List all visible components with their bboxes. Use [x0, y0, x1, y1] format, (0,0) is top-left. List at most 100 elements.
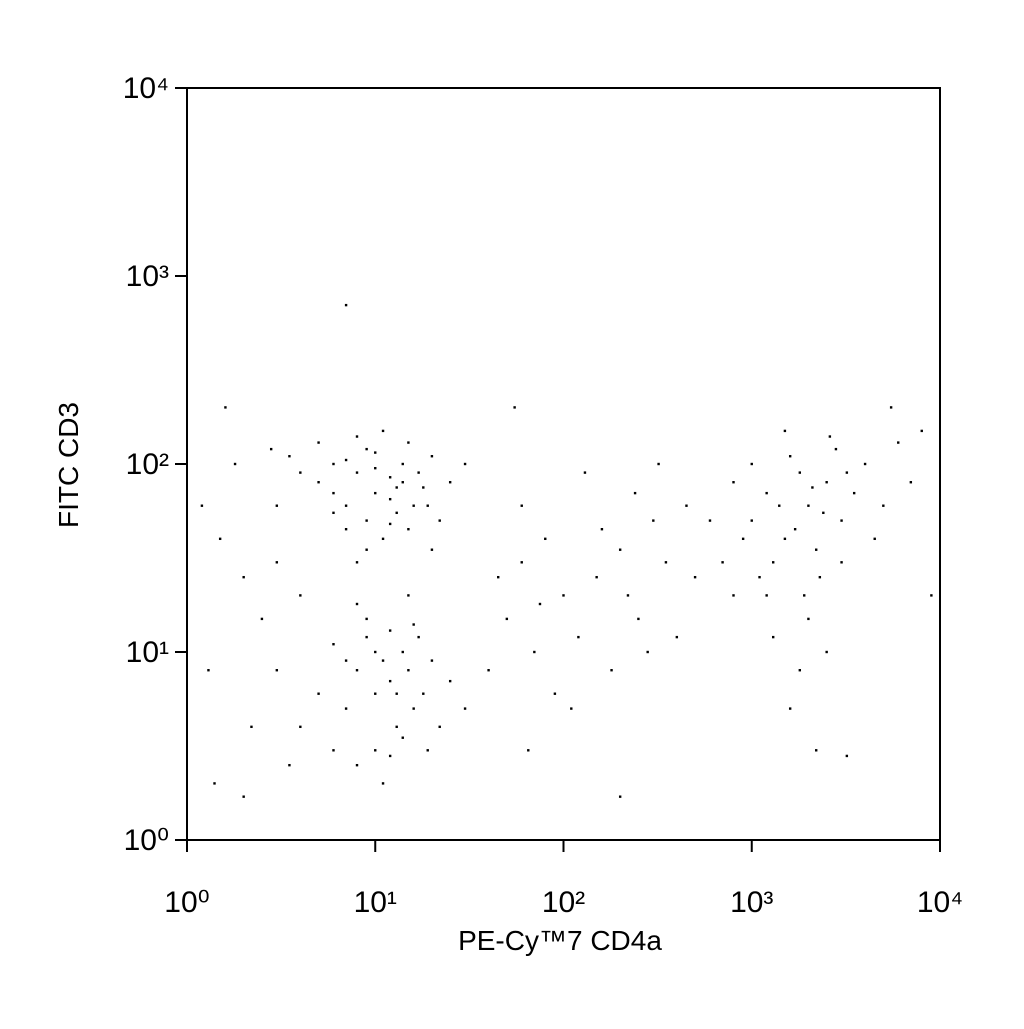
event-dot [344, 659, 348, 662]
event-dot [840, 519, 843, 522]
event-dot [426, 749, 429, 752]
event-dot [708, 519, 712, 522]
event-dot [583, 471, 587, 474]
event-dot [374, 692, 377, 695]
event-dot [618, 795, 622, 798]
event-dot [818, 575, 822, 579]
event-dot [355, 471, 359, 474]
event-dot [863, 462, 867, 466]
event-dot [803, 594, 806, 597]
event-dot [793, 527, 797, 531]
event-dot [771, 635, 775, 639]
event-dot [317, 481, 320, 484]
event-dot [834, 447, 838, 451]
event-dot [374, 749, 377, 752]
event-dot [652, 519, 655, 522]
event-dot [930, 594, 933, 597]
y-tick-label: 10¹ [126, 636, 169, 669]
y-axis-label: FITC CD3 [53, 402, 84, 528]
event-dot [538, 602, 542, 606]
event-dot [811, 486, 814, 489]
event-dot [570, 707, 573, 710]
event-dot [260, 617, 264, 621]
event-dot [544, 537, 547, 541]
event-dot [520, 504, 523, 507]
event-dot [430, 548, 434, 551]
event-dot [417, 635, 420, 639]
event-dot [788, 707, 792, 710]
event-dot [288, 763, 291, 767]
event-dot [365, 519, 368, 522]
event-dot [600, 527, 604, 531]
event-dot [412, 504, 415, 507]
event-dot [407, 669, 410, 672]
x-tick-label: 10¹ [354, 886, 397, 919]
x-tick-label: 10⁰ [164, 886, 209, 919]
event-dot [374, 451, 377, 454]
event-dot [807, 504, 810, 507]
event-dot [675, 635, 679, 639]
event-dot [388, 522, 392, 526]
event-dot [807, 617, 810, 621]
x-tick-label: 10³ [730, 886, 773, 919]
event-dot [426, 504, 429, 507]
event-dot [395, 486, 398, 489]
event-dot [783, 429, 787, 433]
event-dot [381, 429, 385, 433]
event-dot [463, 707, 467, 710]
event-dot [269, 447, 273, 451]
event-dot [513, 406, 516, 409]
event-dot [840, 561, 843, 564]
event-dot [388, 497, 392, 501]
event-dot [242, 575, 245, 579]
event-dot [732, 594, 735, 597]
event-dot [407, 527, 410, 531]
event-dot [332, 749, 335, 752]
event-dot [562, 594, 565, 597]
event-dot [417, 471, 420, 474]
event-dot [388, 476, 392, 479]
event-dot [845, 471, 849, 474]
event-dot [520, 561, 523, 564]
event-dot [207, 669, 210, 672]
event-dot [527, 749, 530, 752]
event-dot [233, 462, 237, 466]
event-dot [344, 527, 348, 531]
event-dot [395, 692, 398, 695]
event-dot [365, 447, 368, 451]
y-tick-label: 10⁰ [124, 824, 169, 857]
event-dot [750, 462, 753, 466]
event-dot [595, 575, 598, 579]
event-dot [407, 441, 410, 444]
event-dot [920, 429, 923, 433]
event-dot [344, 504, 348, 507]
event-dot [332, 643, 335, 646]
x-tick-label: 10⁴ [917, 886, 963, 919]
event-dot [388, 754, 392, 758]
event-dot [828, 435, 832, 438]
event-dot [365, 617, 368, 621]
event-dot [430, 455, 434, 458]
event-dot [637, 617, 640, 621]
event-dot [815, 749, 818, 752]
event-dot [438, 519, 441, 522]
event-dot [401, 736, 404, 739]
event-dot [412, 707, 415, 710]
event-dot [873, 537, 876, 541]
event-dot [275, 504, 279, 507]
event-dot [750, 519, 753, 522]
event-dot [497, 575, 500, 579]
event-dot [355, 561, 359, 564]
event-dot [374, 491, 377, 495]
x-tick-label: 10² [542, 886, 585, 919]
event-dot [822, 511, 825, 515]
event-dot [355, 763, 359, 767]
event-dot [332, 511, 335, 515]
event-dot [553, 692, 557, 695]
event-dot [213, 782, 216, 785]
event-dot [224, 406, 227, 409]
event-dot [407, 594, 410, 597]
event-dot [218, 537, 222, 541]
y-tick-label: 10² [126, 448, 169, 481]
